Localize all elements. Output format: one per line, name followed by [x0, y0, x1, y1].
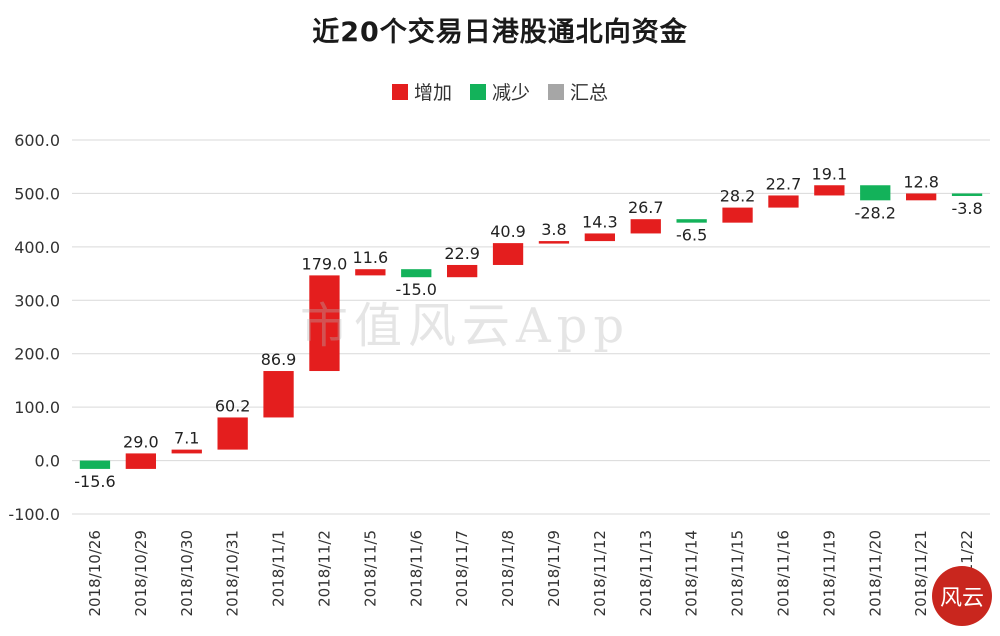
bar-increase	[584, 233, 615, 242]
bar-increase	[355, 269, 386, 276]
bar-decrease	[401, 269, 432, 278]
bar-increase	[309, 275, 340, 372]
data-label: -3.8	[951, 199, 982, 218]
bar-decrease	[860, 185, 891, 201]
bar-decrease	[676, 219, 707, 223]
x-tick-label: 2018/11/13	[637, 530, 655, 616]
x-tick-label: 2018/11/2	[315, 530, 333, 607]
x-tick-label: 2018/10/30	[178, 530, 196, 616]
x-tick-label: 2018/10/26	[86, 530, 104, 616]
data-label: 7.1	[174, 429, 199, 448]
x-tick-label: 2018/11/12	[591, 530, 609, 616]
legend-label-total: 汇总	[570, 82, 609, 104]
seal-logo: 风云	[932, 566, 992, 626]
bar-increase	[906, 193, 937, 201]
legend-item-increase: 增加	[391, 78, 452, 105]
data-label: -15.6	[74, 472, 115, 491]
data-label: 60.2	[215, 396, 251, 415]
data-label: 29.0	[123, 432, 159, 451]
bar-increase	[722, 207, 753, 223]
x-tick-label: 2018/11/19	[820, 530, 838, 616]
y-tick-label: 500.0	[14, 184, 60, 203]
legend-swatch-decrease	[469, 83, 486, 100]
legend-swatch-increase	[391, 83, 408, 100]
data-label: -6.5	[676, 226, 707, 245]
bar-increase	[171, 449, 202, 454]
chart-title: 近20个交易日港股通北向资金	[312, 17, 688, 48]
x-tick-label: 2018/11/21	[912, 530, 930, 616]
bar-increase	[492, 243, 524, 265]
grid-lines	[72, 139, 990, 515]
y-tick-label: 400.0	[14, 238, 60, 257]
x-tick-label: 2018/11/7	[453, 530, 471, 607]
data-label: 26.7	[628, 198, 664, 217]
data-label: 86.9	[261, 350, 297, 369]
data-labels: -15.6 29.0 7.1 60.2 86.9 179.0 11.6 -15.0 22.9 40…	[74, 164, 982, 491]
legend-item-decrease: 减少	[469, 78, 530, 105]
y-tick-label: 100.0	[14, 398, 60, 417]
data-label: 179.0	[302, 254, 348, 273]
bar-increase	[768, 195, 799, 208]
bar-increase	[217, 417, 248, 450]
x-tick-label: 2018/11/9	[545, 530, 563, 607]
data-label: 22.7	[766, 174, 802, 193]
x-tick-label: 2018/10/29	[132, 530, 150, 616]
legend: 增加 减少 汇总	[0, 78, 1000, 105]
x-tick-label: 2018/11/16	[774, 530, 792, 616]
bar-decrease	[951, 193, 983, 196]
bar-increase	[538, 241, 570, 244]
bar-increase	[814, 185, 845, 196]
bar-increase	[447, 264, 478, 278]
data-label: 3.8	[541, 220, 566, 239]
x-tick-label: 2018/11/8	[499, 530, 517, 607]
data-label: -28.2	[855, 203, 896, 222]
y-tick-label: 0.0	[35, 452, 60, 471]
x-tick-label: 2018/11/15	[729, 530, 747, 616]
bar-increase	[630, 219, 661, 234]
data-label: 11.6	[353, 248, 389, 267]
bar-increase	[263, 371, 294, 418]
x-axis-ticks: 2018/10/26 2018/10/29 2018/10/30 2018/10/31…	[86, 530, 976, 616]
x-tick-label: 2018/11/14	[683, 530, 701, 616]
data-label: 14.3	[582, 212, 618, 231]
legend-item-total: 汇总	[548, 78, 608, 105]
x-tick-label: 2018/11/20	[866, 530, 884, 616]
x-tick-label: 2018/10/31	[224, 530, 242, 616]
y-tick-label: -100.0	[8, 505, 60, 524]
y-axis-ticks: -100.0 0.0 100.0 200.0 300.0 400.0 500.0 600.0	[8, 131, 60, 524]
legend-label-decrease: 减少	[491, 82, 530, 104]
legend-swatch-total	[548, 83, 564, 100]
bars	[79, 185, 983, 469]
data-label: 40.9	[490, 222, 526, 241]
data-label: 28.2	[720, 187, 756, 206]
x-tick-label: 2018/11/1	[270, 530, 288, 607]
y-tick-label: 200.0	[14, 345, 60, 364]
y-tick-label: 300.0	[14, 291, 60, 310]
data-label: 12.8	[903, 172, 939, 191]
bar-increase	[125, 453, 156, 469]
legend-label-increase: 增加	[413, 82, 452, 104]
data-label: -15.0	[396, 280, 437, 299]
data-label: 19.1	[812, 164, 848, 183]
x-tick-label: 2018/11/5	[361, 530, 379, 607]
x-tick-label: 2018/11/6	[407, 530, 425, 607]
y-tick-label: 600.0	[14, 131, 60, 150]
data-label: 22.9	[444, 244, 480, 263]
bar-decrease	[79, 460, 111, 469]
